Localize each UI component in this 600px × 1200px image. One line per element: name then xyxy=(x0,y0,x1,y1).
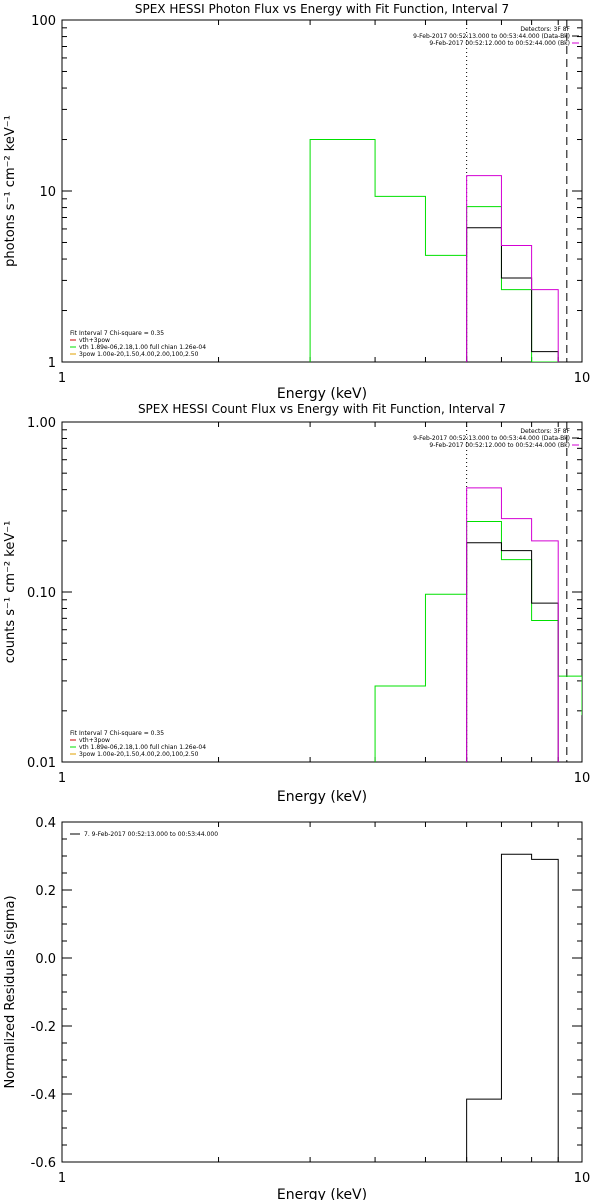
panel3-y-tick-label: 0.0 xyxy=(35,952,56,967)
panel1-y-axis-label: photons s⁻¹ cm⁻² keV⁻¹ xyxy=(3,115,18,267)
panel1-x-axis-label: Energy (keV) xyxy=(277,386,367,402)
panel2-x-tick-label: 1 xyxy=(58,771,66,786)
panel2-series-1-line xyxy=(466,542,559,762)
panel3-y-tick-label: -0.2 xyxy=(31,1020,56,1035)
panel2-x-axis-label: Energy (keV) xyxy=(277,789,367,805)
panel2-x-tick-label: 10 xyxy=(574,771,591,786)
panel3-x-tick-label: 10 xyxy=(574,1171,591,1186)
panel3-y-tick-label: -0.4 xyxy=(31,1088,56,1103)
panel1-series-1-line xyxy=(466,227,559,362)
panel3-plot-frame xyxy=(61,821,583,1163)
panel3-legend-entry: 7. 9-Feb-2017 00:52:13.000 to 00:53:44.0… xyxy=(84,831,218,838)
panel3-y-tick-label: 0.4 xyxy=(35,816,56,831)
panel3-x-tick-label: 1 xyxy=(58,1171,66,1186)
panel1-y-tick-label: 100 xyxy=(31,14,56,29)
panel2-fit-legend-entry: 3pow 1.00e-20,1.50,4.00,2.00,100,2.50 xyxy=(79,751,199,758)
panel2-legend-top-entry: 9-Feb-2017 00:52:13.000 to 00:53:44.000 … xyxy=(413,435,570,442)
panel1-series-0-line xyxy=(309,139,559,362)
panel3-y-tick-label: -0.6 xyxy=(31,1156,56,1171)
panel2-legend-top-entry: 9-Feb-2017 00:52:12.000 to 00:52:44.000 … xyxy=(429,442,570,449)
panel3-x-axis-label: Energy (keV) xyxy=(277,1187,367,1200)
panel2-y-axis-label: counts s⁻¹ cm⁻² keV⁻¹ xyxy=(3,521,18,664)
panel3-series-0-line xyxy=(466,853,559,1162)
panel1-fit-legend-entry: 3pow 1.00e-20,1.50,4.00,2.00,100,2.50 xyxy=(79,351,199,358)
panel2-y-tick-label: 1.00 xyxy=(27,416,56,431)
panel1-fit-legend-entry: vth+3pow xyxy=(79,337,110,344)
panel3-y-tick-label: 0.2 xyxy=(35,884,56,899)
panel1-fit-legend-header: Fit Interval 7 Chi-square = 0.35 xyxy=(70,330,164,337)
panel2-y-tick-label: 0.01 xyxy=(27,756,56,771)
panel1-x-tick-label: 10 xyxy=(574,371,591,386)
panel1-title: SPEX HESSI Photon Flux vs Energy with Fi… xyxy=(135,2,509,16)
panel2-plot-frame xyxy=(61,421,583,763)
panel2-fit-legend-entry: vth+3pow xyxy=(79,737,110,744)
panel1-x-tick-label: 1 xyxy=(58,371,66,386)
panel3-y-axis-label: Normalized Residuals (sigma) xyxy=(3,895,18,1088)
panel1-fit-legend-entry: vth 1.89e-06,2.18,1.00 full chian 1.26e-… xyxy=(79,344,206,351)
panel1-plot-frame xyxy=(61,19,583,363)
panel2-series-2-line xyxy=(466,487,559,762)
panel1-series-2-line xyxy=(466,175,559,362)
panel2-fit-legend-header: Fit Interval 7 Chi-square = 0.35 xyxy=(70,730,164,737)
panel1-y-tick-label: 10 xyxy=(39,185,56,200)
panel2-legend-top-entry: Detectors: 3F 8F xyxy=(520,428,570,435)
panel1-legend-top-entry: Detectors: 3F 8F xyxy=(520,26,570,33)
panel2-title: SPEX HESSI Count Flux vs Energy with Fit… xyxy=(138,402,506,416)
panel2-y-tick-label: 0.10 xyxy=(27,586,56,601)
panel1-y-tick-label: 1 xyxy=(48,356,56,371)
panel2-fit-legend-entry: vth 1.89e-06,2.18,1.00 full chian 1.26e-… xyxy=(79,744,206,751)
panel1-legend-top-entry: 9-Feb-2017 00:52:12.000 to 00:52:44.000 … xyxy=(429,40,570,47)
panel1-legend-top-entry: 9-Feb-2017 00:52:13.000 to 00:53:44.000 … xyxy=(413,33,570,40)
panel2-series-0-line xyxy=(374,520,582,762)
